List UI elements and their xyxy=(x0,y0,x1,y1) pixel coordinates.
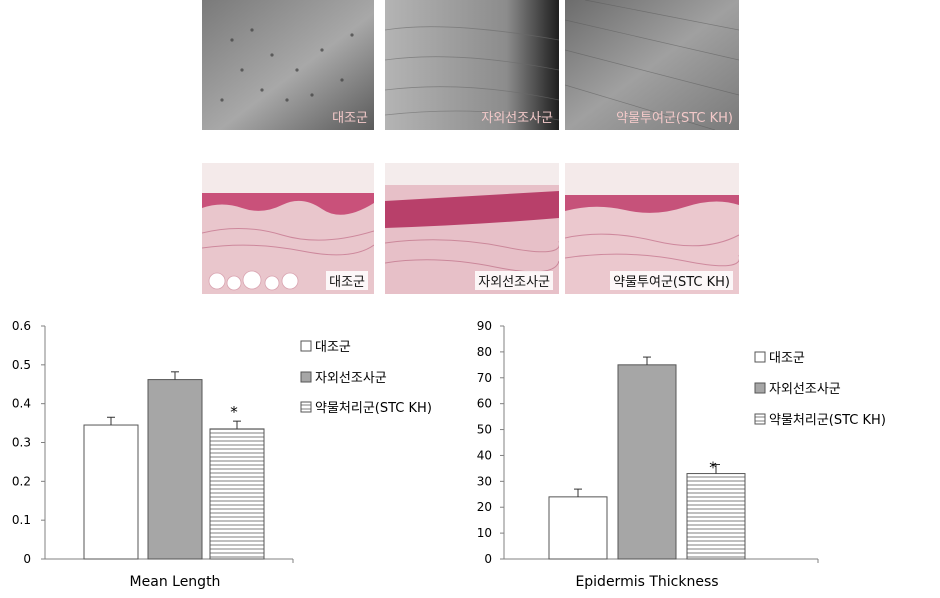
histology-image-control: 대조군 xyxy=(202,163,374,294)
bar xyxy=(209,428,265,560)
bar xyxy=(83,424,139,560)
y-tick-label: 70 xyxy=(477,371,492,385)
legend-label: 대조군 xyxy=(769,351,805,366)
bar xyxy=(548,496,608,560)
x-axis-label: Mean Length xyxy=(130,574,221,590)
y-tick-label: 20 xyxy=(477,500,492,514)
wrinkle-image-uv: 자외선조사군 xyxy=(385,0,559,130)
y-tick-label: 60 xyxy=(477,397,492,411)
panel-caption: 대조군 xyxy=(326,271,368,290)
legend-swatch xyxy=(754,382,766,394)
y-tick-label: 0 xyxy=(23,552,31,566)
x-axis-label: Epidermis Thickness xyxy=(575,574,718,590)
y-tick-label: 0 xyxy=(484,552,492,566)
y-tick-label: 0.3 xyxy=(12,436,31,450)
legend-label: 자외선조사군 xyxy=(769,382,841,397)
panel-caption: 자외선조사군 xyxy=(475,271,553,290)
bar xyxy=(686,473,746,560)
panel-caption: 약물투여군(STC KH) xyxy=(610,271,733,290)
wrinkle-image-drug: 약물투여군(STC KH) xyxy=(565,0,739,130)
bar xyxy=(147,379,203,560)
histology-image-uv: 자외선조사군 xyxy=(385,163,559,294)
legend-swatch xyxy=(754,413,766,425)
bar xyxy=(617,364,677,560)
panel-caption: 약물투여군(STC KH) xyxy=(616,111,733,126)
panel-caption: 대조군 xyxy=(332,111,368,126)
legend-label: 대조군 xyxy=(315,340,351,355)
y-tick-label: 40 xyxy=(477,448,492,462)
legend-swatch xyxy=(300,371,312,383)
y-tick-label: 80 xyxy=(477,345,492,359)
legend-swatch xyxy=(754,351,766,363)
significance-marker: * xyxy=(230,403,238,421)
y-tick-label: 50 xyxy=(477,423,492,437)
y-tick-label: 0.5 xyxy=(12,358,31,372)
panel-caption: 자외선조사군 xyxy=(481,111,553,126)
y-tick-label: 0.1 xyxy=(12,513,31,527)
significance-marker: * xyxy=(709,459,717,477)
y-tick-label: 10 xyxy=(477,526,492,540)
legend-swatch xyxy=(300,401,312,413)
y-tick-label: 30 xyxy=(477,474,492,488)
wrinkle-image-control: 대조군 xyxy=(202,0,374,130)
y-tick-label: 0.2 xyxy=(12,474,31,488)
legend-label: 자외선조사군 xyxy=(315,371,387,386)
y-tick-label: 0.4 xyxy=(12,397,31,411)
legend-swatch xyxy=(300,340,312,352)
y-tick-label: 90 xyxy=(477,319,492,333)
legend-label: 약물처리군(STC KH) xyxy=(315,401,432,416)
histology-image-drug: 약물투여군(STC KH) xyxy=(565,163,739,294)
legend-label: 약물처리군(STC KH) xyxy=(769,413,886,428)
y-tick-label: 0.6 xyxy=(12,319,31,333)
